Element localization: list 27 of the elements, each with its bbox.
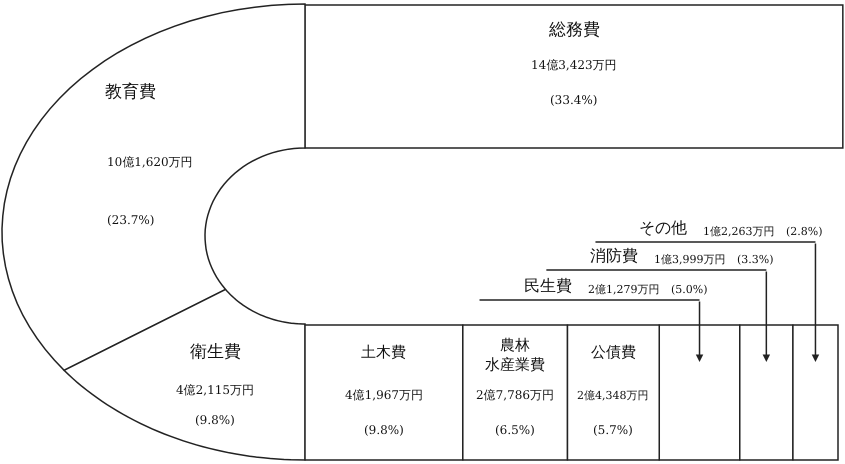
- category-label: 農林水産業費: [485, 336, 545, 374]
- text: 2億1,279万円: [588, 283, 660, 296]
- text: 10億1,620万円: [107, 155, 193, 169]
- text: 4億1,967万円: [345, 388, 423, 402]
- data-label: (33.4%): [550, 93, 598, 107]
- text: 1億2,263万円: [703, 225, 774, 238]
- category-label: 総務費: [548, 20, 600, 40]
- data-label: (3.3%): [737, 253, 774, 266]
- category-label: 消防費: [590, 246, 638, 265]
- category-label: 公債費: [591, 343, 636, 361]
- text: 2億7,786万円: [476, 388, 554, 402]
- data-label: (5.0%): [671, 283, 708, 296]
- category-label: その他: [639, 218, 687, 237]
- data-label: (2.8%): [786, 225, 823, 238]
- data-label: (6.5%): [495, 423, 535, 437]
- text: 4億2,115万円: [176, 383, 254, 397]
- category-label: 土木費: [361, 343, 406, 361]
- text: 1億3,999万円: [654, 253, 726, 266]
- category-label: 民生費: [524, 276, 572, 295]
- text: 14億3,423万円: [531, 58, 617, 72]
- text: 2億4,348万円: [577, 389, 648, 402]
- data-label: (5.7%): [593, 423, 633, 437]
- data-label: (9.8%): [195, 413, 235, 427]
- data-label: (9.8%): [364, 423, 404, 437]
- category-label: 教育費: [105, 82, 156, 102]
- data-label: (23.7%): [107, 213, 154, 227]
- category-label: 衛生費: [190, 342, 241, 362]
